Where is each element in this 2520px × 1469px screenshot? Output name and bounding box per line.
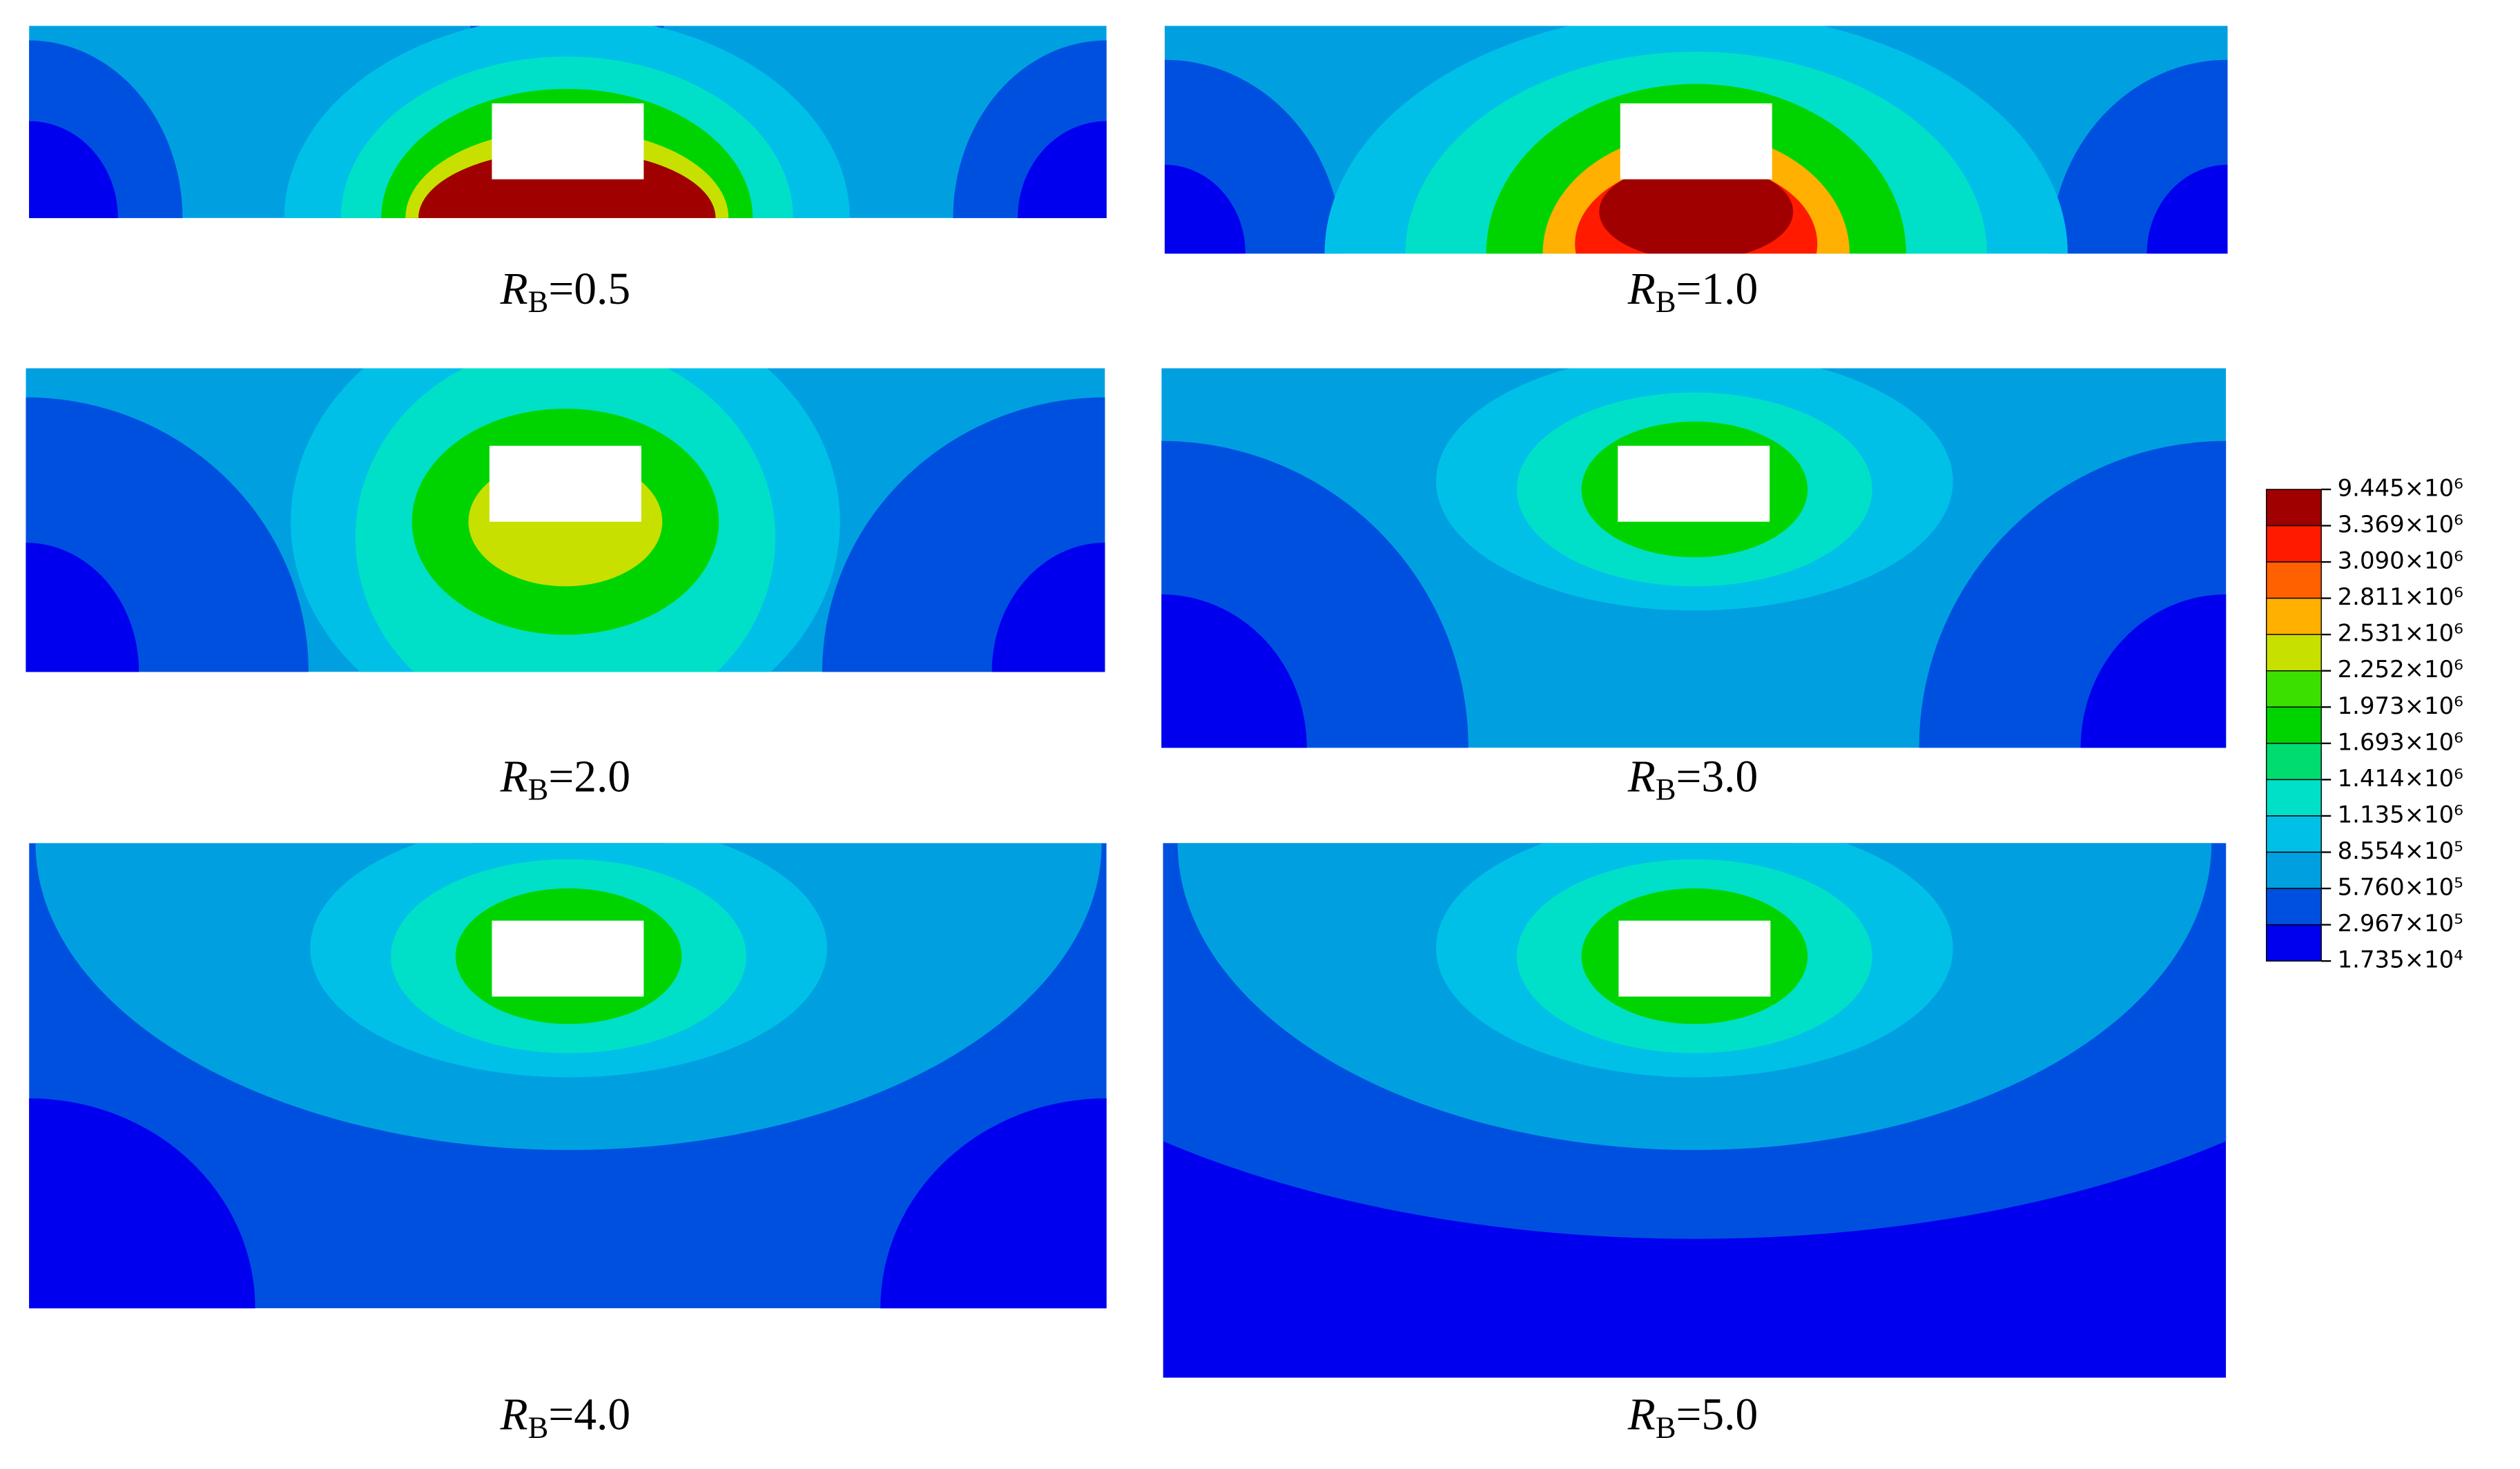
label-subscript: B <box>1656 772 1676 806</box>
contour-band <box>2146 164 2228 254</box>
panel-label: RB=2.0 <box>500 752 630 806</box>
legend-label: 5.760×10⁵ <box>2338 874 2463 901</box>
legend-label: 3.090×10⁶ <box>2338 547 2463 574</box>
contour-panel <box>29 26 1107 218</box>
contour-band <box>1599 163 1794 254</box>
contour-panel <box>1161 368 2227 748</box>
label-value: =5.0 <box>1676 1390 1758 1440</box>
panel-label: RB=0.5 <box>500 264 630 319</box>
label-value: =4.0 <box>548 1390 630 1440</box>
label-value: =1.0 <box>1676 264 1758 314</box>
label-subscript: B <box>528 772 549 806</box>
contour-panel <box>26 368 1105 672</box>
label-subscript: B <box>528 284 549 319</box>
legend-label: 1.973×10⁶ <box>2338 692 2463 719</box>
panel-label: RB=3.0 <box>1627 752 1758 806</box>
legend-swatch <box>2265 743 2322 781</box>
label-symbol: R <box>1627 264 1656 314</box>
panel-label: RB=4.0 <box>500 1390 630 1445</box>
legend-label: 1.135×10⁶ <box>2338 801 2463 828</box>
legend-label: 2.531×10⁶ <box>2338 620 2463 647</box>
label-symbol: R <box>500 752 528 801</box>
panel-label: RB=5.0 <box>1627 1390 1758 1445</box>
label-symbol: R <box>500 264 528 314</box>
contour-band <box>2080 594 2227 748</box>
cavity <box>489 445 641 522</box>
contour-panel <box>1163 843 2227 1378</box>
legend-label: 8.554×10⁵ <box>2338 837 2463 864</box>
legend-swatch <box>2265 779 2322 817</box>
legend-label: 1.693×10⁶ <box>2338 728 2463 755</box>
legend-label: 2.967×10⁵ <box>2338 910 2463 937</box>
label-value: =2.0 <box>548 752 630 801</box>
contour-band <box>26 543 139 672</box>
contour-band <box>1164 164 1246 254</box>
legend-swatch <box>2265 851 2322 889</box>
cavity <box>492 920 644 997</box>
contour-band <box>1161 594 1307 748</box>
legend-label: 3.369×10⁶ <box>2338 511 2463 538</box>
contour-panel <box>29 843 1107 1309</box>
legend-label: 2.811×10⁶ <box>2338 583 2463 610</box>
panel-label: RB=1.0 <box>1627 264 1758 319</box>
legend-label: 1.414×10⁶ <box>2338 765 2463 792</box>
legend-label: 9.445×10⁶ <box>2338 474 2463 501</box>
label-value: =3.0 <box>1676 752 1758 801</box>
contour-band <box>1018 121 1107 218</box>
label-value: =0.5 <box>548 264 630 314</box>
cavity <box>1618 920 1771 997</box>
cavity <box>492 103 644 179</box>
legend-swatch <box>2265 489 2322 527</box>
label-subscript: B <box>1656 284 1676 319</box>
legend-label: 1.735×10⁴ <box>2338 946 2463 973</box>
contour-panel <box>1164 26 2228 254</box>
label-symbol: R <box>1627 1390 1656 1440</box>
cavity <box>1618 445 1770 522</box>
cavity <box>1620 103 1772 179</box>
contour-band <box>991 543 1105 672</box>
legend-swatch <box>2265 561 2322 599</box>
legend-swatch <box>2265 815 2322 853</box>
contour-band <box>29 1098 255 1309</box>
label-symbol: R <box>1627 752 1656 801</box>
legend-swatch <box>2265 924 2322 962</box>
legend-swatch <box>2265 634 2322 672</box>
legend-swatch <box>2265 525 2322 563</box>
legend-swatch <box>2265 706 2322 744</box>
legend-swatch <box>2265 670 2322 708</box>
label-subscript: B <box>528 1410 549 1444</box>
label-subscript: B <box>1656 1410 1676 1444</box>
legend-swatch <box>2265 597 2322 635</box>
contour-band <box>29 121 118 218</box>
legend-swatch <box>2265 888 2322 926</box>
legend-label: 2.252×10⁶ <box>2338 656 2463 683</box>
label-symbol: R <box>500 1390 528 1440</box>
contour-band <box>880 1098 1107 1309</box>
